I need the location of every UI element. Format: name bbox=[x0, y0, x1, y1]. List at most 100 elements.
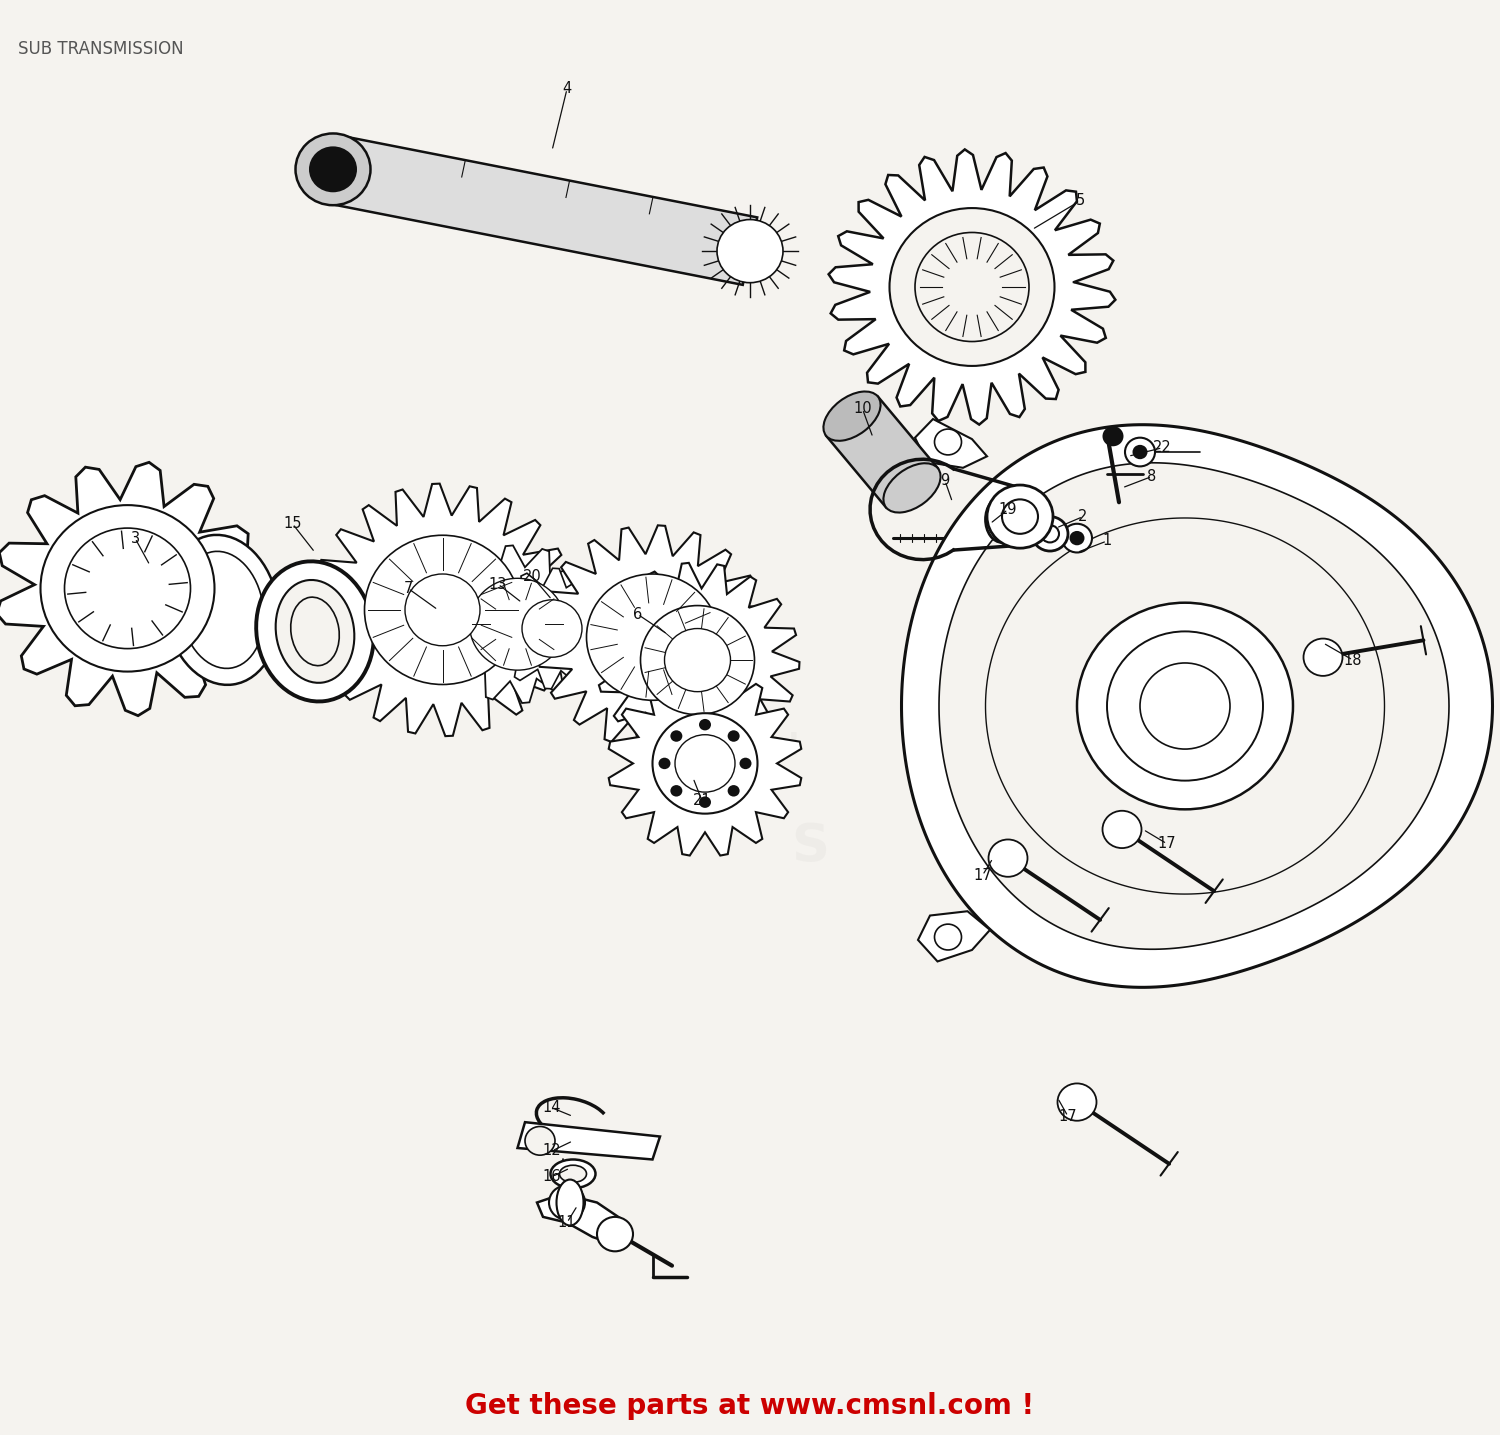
Polygon shape bbox=[537, 1194, 630, 1246]
Circle shape bbox=[1132, 445, 1148, 459]
Text: 11: 11 bbox=[558, 1215, 576, 1230]
Ellipse shape bbox=[180, 551, 264, 669]
Ellipse shape bbox=[556, 1180, 584, 1225]
Circle shape bbox=[699, 719, 711, 730]
Ellipse shape bbox=[993, 507, 1011, 532]
Circle shape bbox=[296, 133, 370, 205]
Ellipse shape bbox=[884, 464, 940, 512]
Circle shape bbox=[64, 528, 190, 649]
Circle shape bbox=[640, 606, 754, 715]
Circle shape bbox=[1107, 631, 1263, 781]
Circle shape bbox=[597, 1217, 633, 1251]
Polygon shape bbox=[310, 484, 574, 736]
Text: 17: 17 bbox=[1059, 1109, 1077, 1124]
Text: 7: 7 bbox=[404, 581, 412, 596]
Text: 2: 2 bbox=[1078, 509, 1088, 524]
Circle shape bbox=[728, 730, 740, 742]
Circle shape bbox=[670, 730, 682, 742]
Circle shape bbox=[586, 574, 718, 700]
Circle shape bbox=[728, 785, 740, 796]
Circle shape bbox=[549, 1185, 585, 1220]
Text: 6: 6 bbox=[633, 607, 642, 621]
Circle shape bbox=[987, 485, 1053, 548]
Ellipse shape bbox=[291, 597, 339, 666]
Polygon shape bbox=[489, 568, 615, 689]
Circle shape bbox=[309, 146, 357, 192]
Text: 14: 14 bbox=[543, 1101, 561, 1115]
Text: 13: 13 bbox=[489, 577, 507, 591]
Polygon shape bbox=[0, 462, 261, 716]
Text: 5: 5 bbox=[1076, 194, 1084, 208]
Ellipse shape bbox=[550, 1159, 596, 1188]
Circle shape bbox=[740, 758, 752, 769]
Circle shape bbox=[1070, 531, 1084, 545]
Circle shape bbox=[405, 574, 480, 646]
Text: cmsnl: cmsnl bbox=[700, 732, 800, 761]
Text: 15: 15 bbox=[284, 517, 302, 531]
Text: 17: 17 bbox=[1158, 837, 1176, 851]
Polygon shape bbox=[915, 419, 987, 468]
Circle shape bbox=[1041, 525, 1059, 542]
Circle shape bbox=[988, 839, 1028, 877]
Text: 21: 21 bbox=[693, 794, 711, 808]
Ellipse shape bbox=[276, 580, 354, 683]
Text: 4: 4 bbox=[562, 82, 572, 96]
Circle shape bbox=[1058, 1083, 1096, 1121]
Text: 17: 17 bbox=[974, 868, 992, 883]
Circle shape bbox=[364, 535, 520, 684]
Circle shape bbox=[1140, 663, 1230, 749]
Text: 9: 9 bbox=[940, 474, 950, 488]
Text: 12: 12 bbox=[543, 1144, 561, 1158]
Circle shape bbox=[699, 796, 711, 808]
Polygon shape bbox=[518, 1122, 660, 1159]
Circle shape bbox=[1062, 524, 1092, 552]
Text: 10: 10 bbox=[853, 402, 871, 416]
Ellipse shape bbox=[560, 1165, 586, 1182]
Circle shape bbox=[915, 232, 1029, 342]
Text: 22: 22 bbox=[1154, 441, 1172, 455]
Circle shape bbox=[934, 924, 962, 950]
Circle shape bbox=[664, 629, 730, 692]
Polygon shape bbox=[326, 135, 758, 286]
Ellipse shape bbox=[165, 535, 279, 684]
Polygon shape bbox=[939, 464, 1449, 949]
Circle shape bbox=[1077, 603, 1293, 809]
Polygon shape bbox=[596, 563, 800, 758]
Circle shape bbox=[1002, 499, 1038, 534]
Circle shape bbox=[1102, 811, 1142, 848]
Polygon shape bbox=[918, 911, 990, 961]
Circle shape bbox=[658, 758, 670, 769]
Circle shape bbox=[652, 713, 758, 814]
Polygon shape bbox=[902, 425, 1492, 987]
Text: 20: 20 bbox=[524, 570, 542, 584]
Text: 8: 8 bbox=[1148, 469, 1156, 484]
Circle shape bbox=[670, 785, 682, 796]
Polygon shape bbox=[435, 545, 600, 703]
Circle shape bbox=[1032, 517, 1068, 551]
Text: 1: 1 bbox=[1102, 534, 1112, 548]
Circle shape bbox=[675, 735, 735, 792]
Ellipse shape bbox=[256, 561, 374, 702]
Ellipse shape bbox=[824, 392, 880, 441]
Circle shape bbox=[40, 505, 214, 672]
Polygon shape bbox=[986, 518, 1384, 894]
Ellipse shape bbox=[986, 497, 1018, 542]
Polygon shape bbox=[828, 149, 1116, 425]
Circle shape bbox=[1102, 426, 1124, 446]
Text: 3: 3 bbox=[130, 531, 140, 545]
Circle shape bbox=[1304, 639, 1342, 676]
Polygon shape bbox=[827, 396, 938, 508]
Text: Get these parts at www.cmsnl.com !: Get these parts at www.cmsnl.com ! bbox=[465, 1392, 1035, 1421]
Circle shape bbox=[890, 208, 1054, 366]
Polygon shape bbox=[609, 672, 801, 855]
Text: 18: 18 bbox=[1344, 653, 1362, 667]
Text: W: W bbox=[662, 620, 718, 672]
Polygon shape bbox=[536, 525, 770, 749]
Text: 19: 19 bbox=[999, 502, 1017, 517]
Circle shape bbox=[1125, 438, 1155, 466]
Text: 16: 16 bbox=[543, 1170, 561, 1184]
Circle shape bbox=[934, 429, 962, 455]
Text: SUB TRANSMISSION: SUB TRANSMISSION bbox=[18, 40, 183, 59]
Circle shape bbox=[522, 600, 582, 657]
Circle shape bbox=[525, 1126, 555, 1155]
